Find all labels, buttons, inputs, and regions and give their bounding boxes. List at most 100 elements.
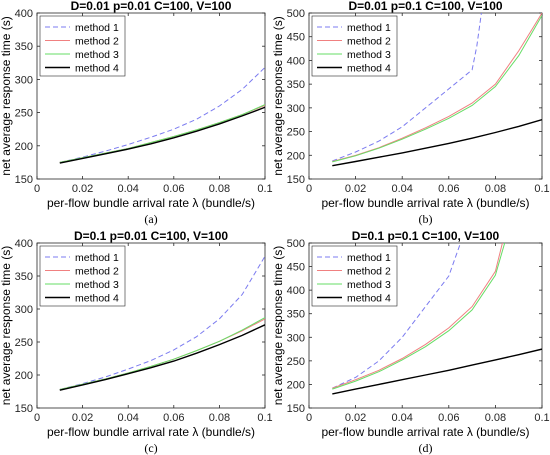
- x-tick-label: 0.08: [485, 183, 506, 195]
- series-line-method-4: [59, 106, 265, 164]
- y-axis-label: net average response time (s): [0, 16, 13, 175]
- x-axis-label: per-flow bundle arrival rate λ (bundle/s…: [47, 196, 255, 210]
- series-line-method-2: [332, 243, 503, 389]
- legend-box: [39, 15, 126, 77]
- y-tick-label: 300: [15, 74, 33, 86]
- x-tick-label: 0.02: [345, 183, 366, 195]
- legend-box: [311, 245, 398, 307]
- panel-caption: (a): [144, 212, 157, 226]
- axes-frame: [308, 242, 543, 409]
- series-group: [59, 67, 265, 164]
- y-tick-label: 250: [15, 108, 33, 120]
- legend-label: method 4: [347, 293, 391, 305]
- legend-label: method 2: [75, 36, 119, 48]
- legend-label: method 1: [347, 252, 391, 264]
- series-line-method-3: [332, 15, 542, 163]
- x-tick-label: 0.04: [117, 412, 138, 424]
- x-tick-label: 0.08: [209, 183, 230, 195]
- y-tick-label: 350: [15, 41, 33, 53]
- x-tick-label: 0.08: [485, 412, 506, 424]
- axes-frame: [308, 12, 543, 180]
- y-tick-label: 350: [287, 309, 305, 321]
- y-tick-label: 400: [287, 285, 305, 297]
- y-tick-label: 300: [15, 304, 33, 316]
- series-line-method-3: [332, 243, 506, 390]
- series-line-method-2: [59, 318, 265, 390]
- x-tick-label: 0.06: [163, 183, 184, 195]
- y-tick-label: 150: [287, 174, 305, 186]
- legend-label: method 2: [347, 36, 391, 48]
- y-tick-label: 200: [287, 379, 305, 391]
- chart-panel-2: 0 0.02 0.04 0.06 0.08 0.1 150 200 250 300 350 400 D=…: [0, 229, 273, 455]
- chart-panel-0: 0 0.02 0.04 0.06 0.08 0.1 150 200 250 300 350 400 D=…: [0, 0, 273, 226]
- panel-caption: (b): [419, 212, 433, 226]
- y-tick-label: 450: [287, 262, 305, 274]
- legend-label: method 2: [75, 266, 119, 278]
- series-line-method-1: [59, 67, 265, 163]
- axes-frame: [36, 12, 266, 180]
- x-tick-label: 0.02: [72, 183, 93, 195]
- y-tick-label: 200: [15, 141, 33, 153]
- x-tick-label: 0.02: [345, 412, 366, 424]
- x-tick-label: 0.04: [391, 412, 412, 424]
- y-tick-label: 400: [15, 8, 33, 20]
- legend-label: method 1: [347, 22, 391, 34]
- series-line-method-2: [59, 104, 265, 163]
- legend-label: method 3: [347, 49, 391, 61]
- y-tick-label: 150: [287, 403, 305, 415]
- y-tick-label: 150: [15, 403, 33, 415]
- x-tick-label: 0: [34, 183, 40, 195]
- x-tick-label: 0.04: [117, 183, 138, 195]
- chart-title: D=0.01 p=0.1 C=100, V=100: [348, 0, 502, 13]
- y-tick-label: 500: [287, 8, 305, 20]
- chart-panel-3: 0 0.02 0.04 0.06 0.08 0.1 150 200 250 300 350 400 45…: [271, 229, 550, 455]
- y-tick-label: 200: [15, 370, 33, 382]
- y-tick-label: 250: [15, 337, 33, 349]
- series-group: [332, 243, 542, 395]
- y-axis-label: net average response time (s): [271, 246, 285, 405]
- y-tick-label: 250: [287, 127, 305, 139]
- legend-label: method 4: [75, 63, 119, 75]
- y-tick-label: 150: [15, 174, 33, 186]
- y-axis-label: net average response time (s): [271, 16, 285, 175]
- panel-caption: (c): [144, 441, 157, 455]
- chart-panel-1: 0 0.02 0.04 0.06 0.08 0.1 150 200 250 300 350 400 45…: [271, 0, 550, 226]
- y-tick-label: 200: [287, 150, 305, 162]
- chart-title: D=0.1 p=0.1 C=100, V=100: [352, 229, 500, 243]
- x-tick-label: 0: [306, 183, 312, 195]
- legend-box: [39, 245, 126, 307]
- x-tick-label: 0.1: [257, 183, 272, 195]
- series-line-method-4: [332, 119, 542, 167]
- legend-label: method 3: [75, 279, 119, 291]
- series-line-method-1: [332, 243, 461, 389]
- series-line-method-1: [332, 13, 482, 162]
- chart-title: D=0.01 p=0.01 C=100, V=100: [71, 0, 232, 13]
- series-line-method-3: [59, 317, 265, 390]
- legend-label: method 1: [75, 22, 119, 34]
- x-tick-label: 0.04: [391, 183, 412, 195]
- x-axis-label: per-flow bundle arrival rate λ (bundle/s…: [321, 196, 529, 210]
- legend-label: method 2: [347, 266, 391, 278]
- y-tick-label: 250: [287, 356, 305, 368]
- series-line-method-1: [59, 255, 265, 390]
- series-group: [59, 255, 265, 391]
- x-tick-label: 0.06: [438, 183, 459, 195]
- y-tick-label: 350: [15, 271, 33, 283]
- y-tick-label: 500: [287, 238, 305, 250]
- y-tick-label: 300: [287, 103, 305, 115]
- y-axis-label: net average response time (s): [0, 246, 13, 405]
- y-tick-label: 300: [287, 332, 305, 344]
- series-line-method-4: [59, 324, 265, 391]
- x-tick-label: 0.1: [534, 412, 549, 424]
- legend-label: method 4: [75, 293, 119, 305]
- legend-label: method 1: [75, 252, 119, 264]
- legend-box: [311, 15, 398, 77]
- series-line-method-4: [332, 348, 542, 395]
- x-tick-label: 0.06: [438, 412, 459, 424]
- x-tick-label: 0.02: [72, 412, 93, 424]
- x-tick-label: 0: [306, 412, 312, 424]
- legend-label: method 4: [347, 63, 391, 75]
- chart-title: D=0.1 p=0.01 C=100, V=100: [74, 229, 228, 243]
- legend-label: method 3: [347, 279, 391, 291]
